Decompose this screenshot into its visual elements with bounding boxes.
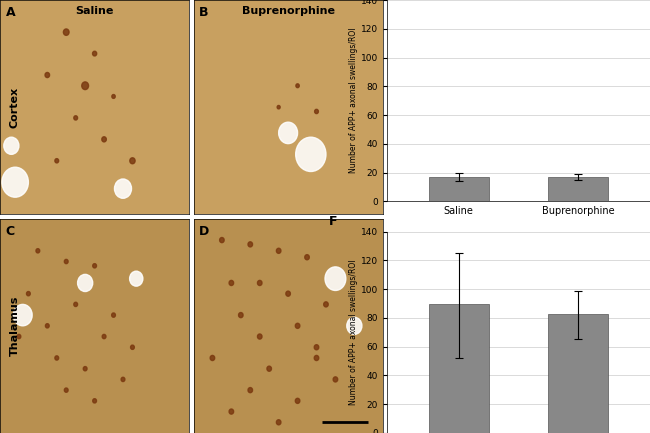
Circle shape bbox=[347, 317, 362, 334]
Circle shape bbox=[229, 409, 233, 414]
Circle shape bbox=[325, 267, 346, 291]
Text: D: D bbox=[199, 225, 209, 238]
Circle shape bbox=[64, 259, 68, 264]
Text: B: B bbox=[199, 6, 209, 19]
Circle shape bbox=[46, 324, 49, 328]
Circle shape bbox=[77, 275, 93, 291]
Circle shape bbox=[130, 158, 135, 164]
Y-axis label: Number of APP+ axonal swellings/ROI: Number of APP+ axonal swellings/ROI bbox=[349, 259, 358, 405]
Circle shape bbox=[112, 94, 115, 98]
Circle shape bbox=[305, 255, 309, 260]
Bar bbox=[549, 177, 608, 201]
Text: Thalamus: Thalamus bbox=[10, 296, 20, 356]
Circle shape bbox=[2, 167, 29, 197]
Circle shape bbox=[333, 377, 338, 382]
Circle shape bbox=[267, 366, 272, 371]
Circle shape bbox=[315, 109, 318, 113]
Circle shape bbox=[102, 334, 106, 339]
Circle shape bbox=[279, 122, 298, 144]
Circle shape bbox=[257, 281, 262, 285]
Circle shape bbox=[83, 367, 87, 371]
Circle shape bbox=[112, 313, 116, 317]
Y-axis label: Number of APP+ axonal swellings/ROI: Number of APP+ axonal swellings/ROI bbox=[349, 28, 358, 174]
Bar bbox=[549, 313, 608, 433]
Circle shape bbox=[248, 388, 253, 393]
Circle shape bbox=[277, 106, 280, 109]
Circle shape bbox=[248, 242, 253, 247]
Circle shape bbox=[131, 345, 135, 349]
Circle shape bbox=[36, 249, 40, 253]
Circle shape bbox=[17, 334, 21, 339]
Circle shape bbox=[210, 355, 215, 361]
Circle shape bbox=[45, 72, 49, 78]
Circle shape bbox=[324, 302, 328, 307]
Circle shape bbox=[64, 29, 69, 36]
Circle shape bbox=[286, 291, 291, 296]
Text: Buprenorphine: Buprenorphine bbox=[242, 6, 335, 16]
Bar bbox=[429, 304, 489, 433]
Circle shape bbox=[64, 388, 68, 392]
Circle shape bbox=[92, 51, 97, 56]
Circle shape bbox=[55, 356, 58, 360]
Text: Cortex: Cortex bbox=[10, 87, 20, 128]
Circle shape bbox=[239, 313, 243, 318]
Circle shape bbox=[295, 323, 300, 328]
Circle shape bbox=[276, 248, 281, 253]
Circle shape bbox=[229, 281, 233, 285]
Circle shape bbox=[296, 137, 326, 171]
Circle shape bbox=[276, 420, 281, 425]
Bar bbox=[429, 177, 489, 201]
Circle shape bbox=[121, 377, 125, 381]
Circle shape bbox=[13, 304, 32, 326]
Circle shape bbox=[102, 137, 107, 142]
Circle shape bbox=[314, 355, 318, 361]
Circle shape bbox=[74, 302, 77, 307]
Circle shape bbox=[93, 264, 96, 268]
Text: F: F bbox=[329, 215, 337, 228]
Circle shape bbox=[82, 82, 88, 90]
Circle shape bbox=[4, 137, 19, 154]
Circle shape bbox=[114, 179, 131, 198]
Circle shape bbox=[296, 84, 299, 87]
Circle shape bbox=[314, 345, 318, 350]
Circle shape bbox=[27, 291, 31, 296]
Text: C: C bbox=[6, 225, 15, 238]
Text: A: A bbox=[6, 6, 16, 19]
Circle shape bbox=[220, 238, 224, 242]
Circle shape bbox=[257, 334, 262, 339]
Circle shape bbox=[93, 399, 96, 403]
Text: Saline: Saline bbox=[75, 6, 114, 16]
Circle shape bbox=[129, 271, 143, 286]
Circle shape bbox=[74, 116, 77, 120]
Circle shape bbox=[55, 158, 58, 163]
Circle shape bbox=[295, 398, 300, 404]
